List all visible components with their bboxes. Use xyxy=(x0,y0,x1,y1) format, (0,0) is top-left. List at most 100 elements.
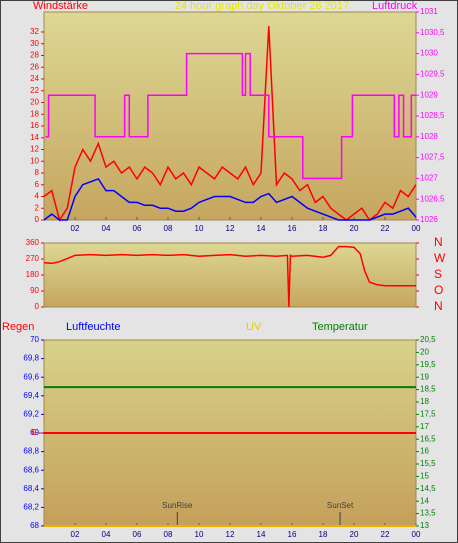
x-tick-label: 02 xyxy=(71,224,80,233)
y-tick-label: 180 xyxy=(26,270,40,279)
y2-tick-label: 1027 xyxy=(420,174,438,183)
y-tick-label: 22 xyxy=(30,86,39,95)
y2-tick-label: 14 xyxy=(420,496,429,505)
annotation: SunSet xyxy=(327,501,354,510)
y-tick-label: 0 xyxy=(35,215,40,224)
y2-tick-label: 1026 xyxy=(420,215,438,224)
x-tick-label: 14 xyxy=(257,530,266,539)
x-tick-label: 18 xyxy=(319,224,328,233)
y2-tick-label: 13 xyxy=(420,521,429,530)
y-tick-label: 69,6 xyxy=(23,372,39,381)
y-tick-label: 10 xyxy=(30,156,39,165)
y-tick-label: 270 xyxy=(26,254,40,263)
x-tick-label: 20 xyxy=(350,224,359,233)
y-tick-label: 68,2 xyxy=(23,503,39,512)
x-tick-label: 10 xyxy=(195,530,204,539)
y2-tick-label: 16,5 xyxy=(420,434,436,443)
y2-tick-label: 1028 xyxy=(420,132,438,141)
series-line xyxy=(43,26,417,222)
series-line xyxy=(43,245,416,308)
y2-tick-label: 17,5 xyxy=(420,410,436,419)
x-tick-label: 06 xyxy=(133,530,142,539)
plot-area xyxy=(43,11,417,221)
y2-tick-label: 17 xyxy=(420,422,429,431)
y2-tick-label: 19,5 xyxy=(420,360,436,369)
y2-tick-label: S xyxy=(434,267,442,281)
y-tick-label: 28 xyxy=(30,51,39,60)
y2-tick-label: 18,5 xyxy=(420,385,436,394)
annotation: SunRise xyxy=(162,501,193,510)
x-tick-label: 20 xyxy=(350,530,359,539)
y-tick-label: 4 xyxy=(35,192,40,201)
y-tick-label: 360 xyxy=(26,238,40,247)
pressure-label: Luftdruck xyxy=(372,0,418,12)
x-tick-label: 04 xyxy=(102,530,111,539)
y2-tick-label: 13,5 xyxy=(420,509,436,518)
y-tick-label: 8 xyxy=(35,168,40,177)
x-tick-label: 12 xyxy=(226,530,235,539)
y-tick-label: 69,2 xyxy=(23,410,39,419)
y2-tick-label: 1027,5 xyxy=(420,153,445,162)
y2-tick-label: 1031 xyxy=(420,7,438,16)
x-tick-label: 10 xyxy=(195,224,204,233)
y-tick-label: 20 xyxy=(30,98,39,107)
y2-tick-label: N xyxy=(434,235,443,249)
y-tick-label: 26 xyxy=(30,62,39,71)
y-tick-label: 68,4 xyxy=(23,484,39,493)
y-tick-label: 68,8 xyxy=(23,447,39,456)
y2-tick-label: 1030 xyxy=(420,49,438,58)
y2-tick-label: N xyxy=(434,299,443,313)
temperature-label: Temperatur xyxy=(312,321,368,333)
y-tick-label: 69 xyxy=(30,428,39,437)
y-tick-label: 14 xyxy=(30,133,39,142)
y-tick-label: 68 xyxy=(30,521,39,530)
y2-tick-label: 1030,5 xyxy=(420,28,445,37)
rain-label: Regen xyxy=(2,321,34,333)
y2-tick-label: 20 xyxy=(420,348,429,357)
series-line xyxy=(43,177,417,221)
y2-tick-label: 18 xyxy=(420,397,429,406)
y-tick-label: 2 xyxy=(35,203,40,212)
y-tick-label: 90 xyxy=(30,286,39,295)
chart-title: 24 hour graph day Oktober 28 2017 xyxy=(175,0,349,12)
y-tick-label: 16 xyxy=(30,121,39,130)
y3-tick-label: 0 xyxy=(32,428,37,437)
x-tick-label: 12 xyxy=(226,224,235,233)
y2-tick-label: 15 xyxy=(420,472,429,481)
x-tick-label: 02 xyxy=(71,530,80,539)
wind-label: Windstärke xyxy=(33,0,88,12)
y2-tick-label: 15,5 xyxy=(420,459,436,468)
y-tick-label: 18 xyxy=(30,109,39,118)
y2-tick-label: O xyxy=(434,283,443,297)
x-tick-label: 08 xyxy=(164,530,173,539)
y-tick-label: 69,4 xyxy=(23,391,39,400)
x-tick-label: 14 xyxy=(257,224,266,233)
y2-tick-label: 19 xyxy=(420,372,429,381)
y2-tick-label: 1029,5 xyxy=(420,70,445,79)
y2-tick-label: W xyxy=(434,251,446,265)
y-tick-label: 12 xyxy=(30,145,39,154)
y2-tick-label: 20,5 xyxy=(420,335,436,344)
x-tick-label: 16 xyxy=(288,224,297,233)
y-tick-label: 24 xyxy=(30,74,39,83)
uv-label: UV xyxy=(246,321,262,333)
x-tick-label: 04 xyxy=(102,224,111,233)
y-tick-label: 68,6 xyxy=(23,465,39,474)
x-tick-label: 06 xyxy=(133,224,142,233)
y-tick-label: 0 xyxy=(35,302,40,311)
y-tick-label: 6 xyxy=(35,180,40,189)
x-tick-label: 16 xyxy=(288,530,297,539)
x-tick-label: 00 xyxy=(412,224,421,233)
x-tick-label: 18 xyxy=(319,530,328,539)
y2-tick-label: 1026,5 xyxy=(420,194,445,203)
y-tick-label: 32 xyxy=(30,27,39,36)
plot-area xyxy=(43,242,417,308)
humidity-label: Luftfeuchte xyxy=(66,321,120,333)
x-tick-label: 22 xyxy=(381,224,390,233)
y2-tick-label: 16 xyxy=(420,447,429,456)
x-tick-label: 00 xyxy=(412,530,421,539)
series-line xyxy=(45,52,416,180)
y-tick-label: 69,8 xyxy=(23,354,39,363)
y-tick-label: 70 xyxy=(30,335,39,344)
y2-tick-label: 1028,5 xyxy=(420,111,445,120)
